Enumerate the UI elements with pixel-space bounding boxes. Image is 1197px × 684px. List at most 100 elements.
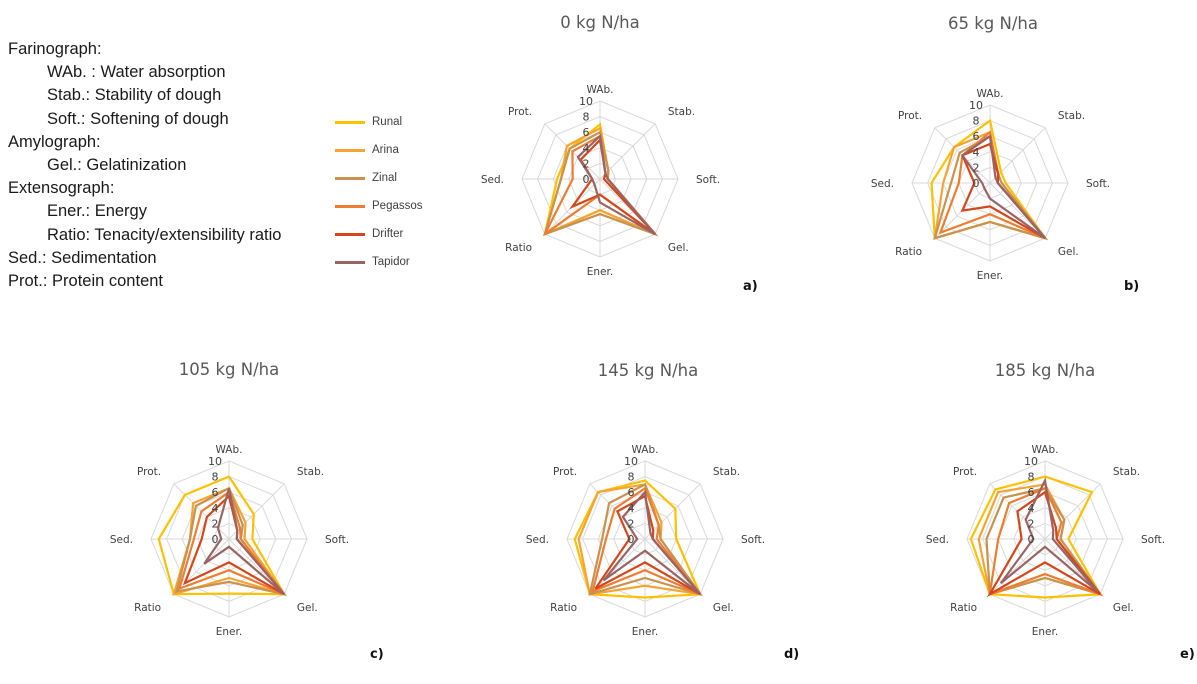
legend-label: Drifter [372,228,404,240]
axis-label: Sed. [871,178,894,190]
axis-label: Prot. [553,466,577,478]
series-line-zinal [175,486,287,596]
abbreviation-line: Soft.: Softening of dough [47,109,229,128]
series-line-drifter [986,490,1102,598]
axis-label: Sed. [110,534,133,546]
tick-label: 2 [628,517,635,530]
axis-label: Stab. [297,466,324,478]
abbreviation-line: Prot.: Protein content [8,271,164,290]
grid-spoke [989,538,1046,595]
axis-label: Gel. [1113,602,1134,614]
series-line-zinal [543,130,659,237]
axis-label: Gel. [668,242,689,254]
legend-swatch [335,149,365,152]
axis-label: Soft. [696,174,720,186]
axis-label: WAb. [977,88,1004,100]
tick-label: 8 [583,111,590,124]
tick-label: 4 [973,146,980,159]
tick-label: 10 [208,455,222,468]
axis-label: Prot. [137,466,161,478]
tick-label: 10 [969,99,983,112]
tick-label: 6 [212,486,219,499]
axis-label: Prot. [898,110,922,122]
legend-item: Arina [335,140,475,160]
chart-title: 0 kg N/ha [560,13,640,32]
series-line-pegassos [590,486,702,596]
tick-label: 0 [628,533,635,546]
tick-label: 4 [212,502,219,515]
legend-label: Arina [372,144,399,156]
axis-label: Ratio [950,602,977,614]
abbreviation-line: Ener.: Energy [47,202,147,221]
axis-label: Stab. [713,466,740,478]
chart-title: 65 kg N/ha [948,14,1038,33]
series-line-zinal [985,487,1103,597]
abbreviation-line: WAb. : Water absorption [47,63,226,82]
series-line-runal [969,475,1103,599]
tick-label: 0 [973,177,980,190]
axis-label: Soft. [1141,534,1165,546]
tick-label: 6 [583,126,590,139]
axis-label: Soft. [325,534,349,546]
legend-item: Runal [335,112,475,132]
axis-label: Sed. [926,534,949,546]
tick-label: 10 [579,95,593,108]
axis-label: WAb. [216,444,243,456]
axis-label: Stab. [1058,110,1085,122]
legend-label: Runal [372,116,403,128]
panel-label: a) [743,279,758,294]
tick-label: 6 [628,486,635,499]
tick-label: 0 [583,173,590,186]
series-line-drifter [960,142,1047,240]
axis-label: Gel. [297,602,318,614]
tick-label: 4 [1028,502,1035,515]
legend-swatch [335,261,365,264]
abbreviation-line: Amylograph: [8,132,101,151]
tick-label: 8 [628,471,635,484]
abbreviation-line: Stab.: Stability of dough [47,86,222,105]
abbreviation-line: Sed.: Sedimentation [8,248,157,267]
axis-label: Soft. [1086,178,1110,190]
axis-label: Ener. [632,626,658,638]
legend-swatch [335,205,365,208]
series-line-pegassos [988,486,1104,597]
abbreviation-list: Farinograph: WAb. : Water absorption Stab.… [8,38,300,293]
axis-label: Sed. [526,534,549,546]
series-line-arina [577,483,703,596]
axis-label: Ener. [587,266,613,278]
axis-label: Ener. [1032,626,1058,638]
series-line-arina [172,486,287,597]
tick-label: 4 [628,502,635,515]
axis-label: Stab. [668,106,695,118]
legend-item: Zinal [335,168,475,188]
tick-label: 8 [212,471,219,484]
legend-swatch [335,233,365,236]
tick-label: 8 [973,115,980,128]
abbreviation-line: Gel.: Gelatinization [47,155,187,174]
panel-label: e) [1180,647,1195,662]
series-line-tapidor [576,133,657,236]
series-line-tapidor [602,489,702,596]
tick-label: 2 [1028,517,1035,530]
abbreviation-line: Ratio: Tenacity/extensibility ratio [47,225,282,244]
tick-label: 10 [1024,455,1038,468]
abbreviation-line: Farinograph: [8,40,102,58]
legend-label: Tapidor [372,256,410,268]
tick-label: 0 [1028,533,1035,546]
axis-label: Prot. [953,466,977,478]
series-line-tapidor [203,488,286,596]
axis-label: WAb. [587,84,614,96]
series-line-tapidor [1000,476,1099,593]
axis-label: Gel. [1058,246,1079,258]
panel-label: d) [784,647,799,662]
axis-label: Prot. [508,106,532,118]
legend-item: Drifter [335,224,475,244]
legend-item: Tapidor [335,252,475,272]
series-line-runal [573,479,702,599]
panel-label: c) [370,647,384,662]
